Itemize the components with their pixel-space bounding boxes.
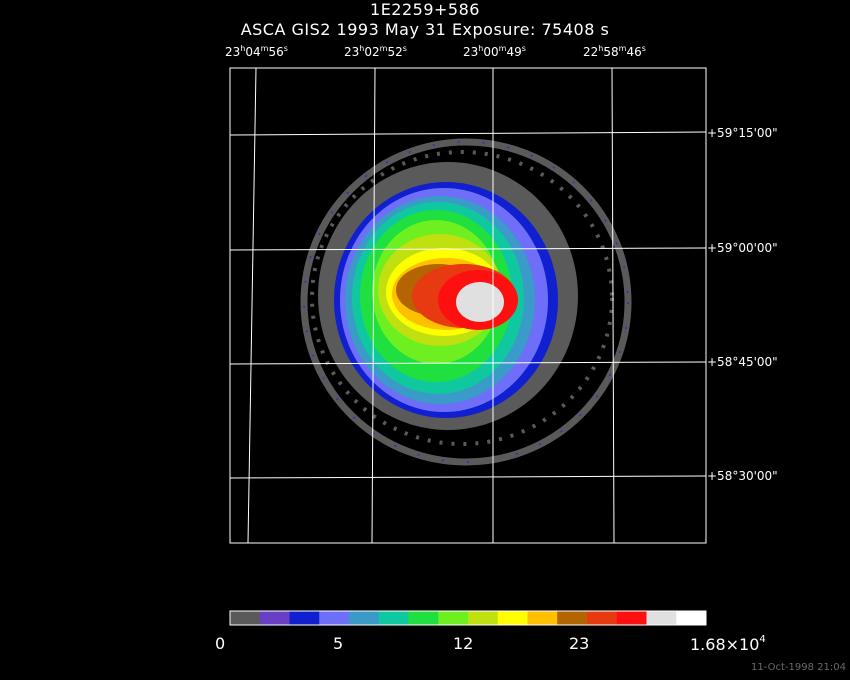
object-title: 1E2259+586	[370, 0, 480, 19]
ra-label: 23h02m52s	[344, 44, 407, 59]
dec-label: +58°30'00"	[707, 469, 778, 483]
colorbar-frame	[229, 610, 707, 626]
colorbar-swatch	[438, 611, 469, 625]
colorbar-tick-label: 0	[215, 634, 226, 653]
colorbar	[229, 610, 707, 626]
colorbar-swatch	[616, 611, 647, 625]
colorbar-tick-label: 12	[453, 634, 474, 653]
colorbar-swatch	[497, 611, 528, 625]
coordinate-grid	[230, 68, 706, 543]
dec-label: +59°00'00"	[707, 241, 778, 255]
colorbar-swatch	[230, 611, 261, 625]
colorbar-swatch	[319, 611, 350, 625]
xray-image	[230, 68, 706, 543]
ra-label: 22h58m46s	[583, 44, 646, 59]
colorbar-swatch	[408, 611, 439, 625]
colorbar-swatch	[378, 611, 409, 625]
timestamp: 11-Oct-1998 21:04	[751, 662, 846, 673]
colorbar-swatch	[259, 611, 290, 625]
colorbar-tick-label: 23	[569, 634, 590, 653]
colorbar-swatch	[587, 611, 618, 625]
dec-label: +59°15'00"	[707, 126, 778, 140]
colorbar-swatch	[527, 611, 558, 625]
colorbar-swatch	[349, 611, 380, 625]
observation-info: ASCA GIS2 1993 May 31 Exposure: 75408 s	[240, 20, 610, 39]
colorbar-tick-label: 5	[333, 634, 344, 653]
colorbar-swatch	[557, 611, 588, 625]
colorbar-swatch	[468, 611, 499, 625]
ra-label: 23h04m56s	[225, 44, 288, 59]
colorbar-max-label: 1.68×104	[690, 634, 766, 654]
colorbar-swatch	[676, 611, 707, 625]
dec-label: +58°45'00"	[707, 355, 778, 369]
colorbar-swatch	[289, 611, 320, 625]
ra-label: 23h00m49s	[463, 44, 526, 59]
colorbar-swatch	[646, 611, 677, 625]
plot-frame	[229, 67, 707, 544]
